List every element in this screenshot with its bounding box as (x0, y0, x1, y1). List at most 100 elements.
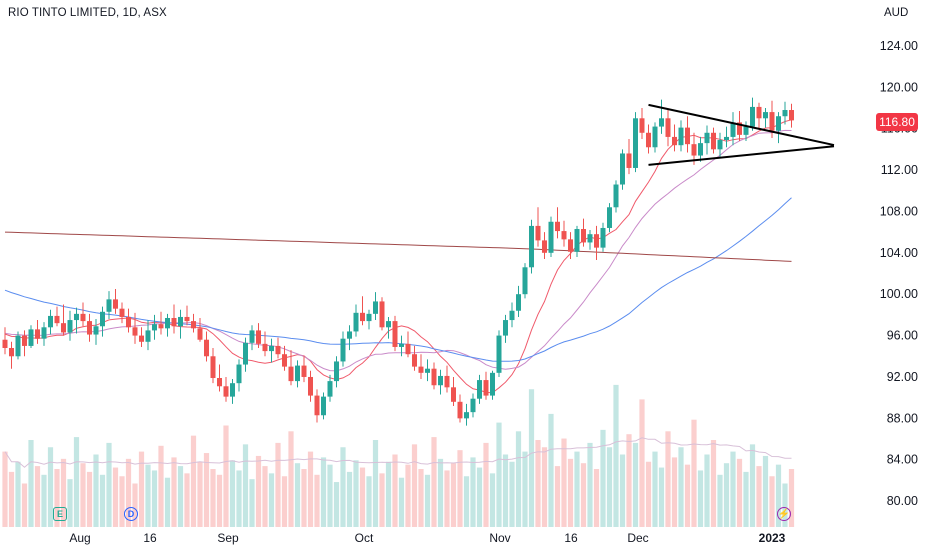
candle-body (366, 313, 372, 322)
volume-bar (125, 458, 132, 527)
volume-bar (476, 467, 483, 527)
volume-bar (262, 466, 268, 527)
y-tick-label: 124.00 (880, 39, 918, 53)
candle-body (503, 320, 508, 336)
candle-body (9, 347, 14, 357)
candle-body (496, 335, 502, 373)
volume-bar (405, 464, 411, 527)
volume-bar (268, 473, 275, 527)
volume-bar (626, 434, 632, 527)
volume-bar (528, 389, 535, 527)
candle-body (334, 361, 339, 382)
candle-body (379, 301, 385, 328)
volume-bar (2, 451, 8, 527)
candle-body (282, 354, 287, 367)
candle-body (61, 323, 66, 333)
volume-bar (359, 467, 366, 527)
volume-bar (21, 483, 28, 527)
volume-bar (509, 461, 515, 527)
y-tick-label: 120.00 (880, 80, 918, 94)
candle-body (106, 299, 112, 312)
volume-bar (93, 454, 99, 527)
candle-body (477, 380, 482, 399)
y-tick-label: 88.00 (887, 411, 918, 425)
volume-bar (593, 469, 600, 527)
candle-body (275, 345, 281, 355)
volume-bar (788, 469, 795, 527)
y-tick-label: 84.00 (887, 453, 918, 467)
candle-body (373, 301, 378, 314)
pennant-pattern-lines (648, 103, 835, 166)
candle-body (672, 136, 677, 146)
volume-bar (574, 451, 580, 527)
candle-body (399, 343, 404, 347)
volume-bar (691, 419, 697, 527)
candle-body (698, 143, 703, 156)
volume-bar (177, 466, 184, 527)
candle-body (41, 327, 47, 339)
candle-body (288, 366, 294, 382)
volume-bar (580, 463, 587, 527)
y-tick-label: 112.00 (881, 163, 918, 177)
pennant-lower-line (648, 145, 835, 166)
candle-body (87, 321, 92, 335)
volume-bar (346, 471, 353, 527)
candle-body (659, 118, 664, 127)
candle-body (204, 339, 209, 357)
volume-bar (489, 473, 496, 527)
candle-body (347, 331, 352, 339)
volume-bar (184, 473, 190, 527)
candle-body (48, 315, 53, 328)
volume-bar (736, 458, 743, 527)
candle-body (67, 320, 73, 333)
volume-bar (132, 483, 138, 527)
candle-body (80, 313, 86, 322)
volume-bar (112, 467, 119, 527)
candle-body (145, 330, 151, 342)
candle-body (269, 345, 274, 352)
candle-body (568, 239, 573, 252)
candle-body (431, 368, 437, 386)
candle-body (516, 294, 521, 311)
earnings-event-icon[interactable]: E (53, 507, 67, 521)
candle-body (737, 122, 742, 135)
volume-bar (561, 438, 567, 527)
volume-bar (756, 466, 762, 527)
x-tick-label: Oct (355, 531, 374, 545)
ma-20-line (4, 129, 792, 372)
candle-body (360, 312, 365, 322)
candle-body (613, 184, 619, 208)
volume-bar (67, 479, 73, 527)
volume-bar (450, 463, 457, 527)
y-tick-label: 104.00 (880, 246, 918, 260)
volume-bar (606, 447, 613, 527)
ma-10-line (4, 119, 792, 394)
dividend-event-icon[interactable]: D (124, 507, 138, 521)
candle-body (132, 327, 138, 336)
volume-bar (8, 471, 15, 527)
volume-bar (632, 442, 639, 527)
candle-body (262, 343, 268, 352)
y-tick-label: 92.00 (887, 370, 918, 384)
candle-body (626, 153, 632, 168)
volume-bar (41, 474, 47, 527)
volume-bar (587, 442, 593, 527)
x-tick-label: Nov (489, 531, 510, 545)
candle-body (769, 112, 775, 131)
volume-bar (294, 463, 301, 527)
volume-bar (704, 454, 710, 527)
candle-body (308, 376, 313, 396)
candle-body (126, 316, 131, 328)
lightning-event-icon[interactable]: ⚡ (777, 507, 791, 521)
volume-bar (411, 444, 418, 527)
candle-body (691, 144, 697, 156)
y-tick-label: 80.00 (887, 494, 918, 508)
volume-bar (769, 476, 775, 527)
volume-bar (717, 474, 723, 527)
candle-body (542, 240, 547, 253)
candle-body (54, 315, 60, 324)
candle-body (301, 365, 307, 377)
volume-bar (301, 469, 307, 527)
volume-bar (320, 457, 327, 527)
